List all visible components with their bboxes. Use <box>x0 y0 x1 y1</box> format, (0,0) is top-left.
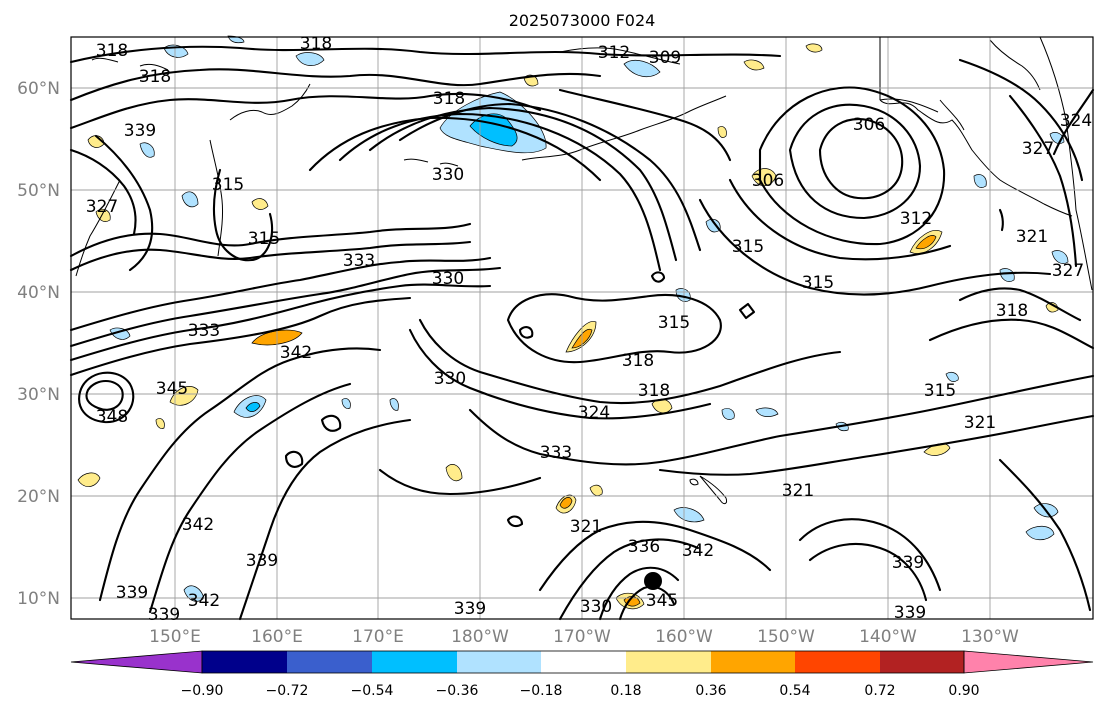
contour-label: 318 <box>300 34 332 54</box>
contour-label: 348 <box>96 407 128 427</box>
map-frame <box>70 36 1094 620</box>
contour-label: 327 <box>1052 261 1084 281</box>
colorbar-segment <box>795 651 880 673</box>
colorbar-segment <box>372 651 457 673</box>
contour-label: 330 <box>432 269 464 289</box>
contour-label: 342 <box>682 541 714 561</box>
contour-label: 333 <box>540 443 572 463</box>
colorbar-outline <box>201 650 965 674</box>
contour-label: 339 <box>124 121 156 141</box>
lat-label: 30°N <box>17 385 60 405</box>
contour-label: 318 <box>96 41 128 61</box>
contour-label: 315 <box>924 381 956 401</box>
colorbar-extend-low <box>70 650 203 674</box>
lon-label: 150°E <box>149 627 201 647</box>
contour-label: 339 <box>454 599 486 619</box>
colorbar-tick-label: −0.36 <box>436 683 479 699</box>
contour-label: 309 <box>649 48 681 68</box>
colorbar-segment <box>287 651 372 673</box>
colorbar-segment <box>626 651 711 673</box>
colorbar-segment <box>711 651 795 673</box>
lat-label: 20°N <box>17 487 60 507</box>
contour-label: 342 <box>188 591 220 611</box>
contour-label: 315 <box>802 273 834 293</box>
map-panel: 318 318 318 312 309 306 324 327 318 339 … <box>69 34 1095 625</box>
lon-label: 180°W <box>451 627 509 647</box>
colorbar-segment <box>457 651 541 673</box>
colorbar-tick-label: −0.90 <box>181 683 224 699</box>
contour-label: 321 <box>964 413 996 433</box>
contour-label: 318 <box>433 89 465 109</box>
contour-label: 324 <box>1060 111 1092 131</box>
contour-label: 327 <box>86 197 118 217</box>
lon-label: 140°W <box>859 627 917 647</box>
contour-label: 330 <box>580 597 612 617</box>
lat-label: 40°N <box>17 283 60 303</box>
colorbar-segment <box>541 651 626 673</box>
contour-label: 315 <box>248 229 280 249</box>
contour-label: 339 <box>148 605 180 625</box>
lon-label: 170°E <box>352 627 404 647</box>
colorbar-tick-label: 0.90 <box>948 683 979 699</box>
contours <box>69 45 1095 621</box>
contour-label: 330 <box>434 369 466 389</box>
contour-label: 306 <box>853 115 885 135</box>
colorbar-tick-label: −0.72 <box>266 683 309 699</box>
contour-label: 339 <box>892 553 924 573</box>
storm-center-marker <box>644 572 662 590</box>
colorbar-segment <box>202 651 287 673</box>
lon-label: 150°W <box>757 627 815 647</box>
positive-shading <box>77 43 1059 610</box>
latitude-labels: 60°N 50°N 40°N 30°N 20°N 10°N <box>17 79 60 609</box>
colorbar-tick-label: 0.54 <box>779 683 810 699</box>
contour-label: 318 <box>638 381 670 401</box>
lat-label: 50°N <box>17 181 60 201</box>
map-title: 2025073000 F024 <box>509 11 656 30</box>
lon-label: 130°W <box>961 627 1019 647</box>
contour-label: 333 <box>188 321 220 341</box>
lon-label: 160°W <box>655 627 713 647</box>
contour-label: 321 <box>570 517 602 537</box>
contour-label: 315 <box>658 313 690 333</box>
colorbar-segment <box>880 651 964 673</box>
contour-label: 318 <box>622 351 654 371</box>
colorbar-extend-high <box>963 650 1094 674</box>
contour-label: 315 <box>212 175 244 195</box>
lon-label: 160°E <box>251 627 303 647</box>
contour-label: 330 <box>432 165 464 185</box>
contour-labels: 318 318 318 312 309 306 324 327 318 339 … <box>86 34 1092 625</box>
contour-label: 339 <box>894 603 926 623</box>
colorbar: −0.90 −0.72 −0.54 −0.36 −0.18 0.18 0.36 … <box>70 650 1094 699</box>
contour-label: 318 <box>996 301 1028 321</box>
contour-label: 321 <box>1016 227 1048 247</box>
contour-label: 339 <box>246 551 278 571</box>
contour-label: 342 <box>280 343 312 363</box>
colorbar-tick-label: 0.72 <box>864 683 895 699</box>
lat-label: 60°N <box>17 79 60 99</box>
contour-label: 342 <box>182 515 214 535</box>
graticule <box>71 37 1093 619</box>
contour-label: 315 <box>732 237 764 257</box>
colorbar-tick-label: −0.54 <box>351 683 394 699</box>
colorbar-tick-label: −0.18 <box>520 683 563 699</box>
contour-label: 312 <box>598 43 630 63</box>
colorbar-tick-label: 0.18 <box>610 683 641 699</box>
contour-label: 345 <box>156 379 188 399</box>
contour-label: 306 <box>752 171 784 191</box>
contour-label: 327 <box>1022 139 1054 159</box>
contour-label: 345 <box>646 591 678 611</box>
contour-label: 333 <box>343 251 375 271</box>
lon-label: 170°W <box>553 627 611 647</box>
lat-label: 10°N <box>17 589 60 609</box>
colorbar-tick-label: 0.36 <box>695 683 726 699</box>
contour-label: 339 <box>116 583 148 603</box>
contour-label: 312 <box>900 209 932 229</box>
small-features <box>284 208 1004 528</box>
contour-label: 336 <box>628 537 660 557</box>
contour-label: 324 <box>578 403 610 423</box>
contour-label: 321 <box>782 481 814 501</box>
longitude-labels: 150°E 160°E 170°E 180°W 170°W 160°W 150°… <box>149 627 1019 647</box>
contour-label: 318 <box>139 67 171 87</box>
